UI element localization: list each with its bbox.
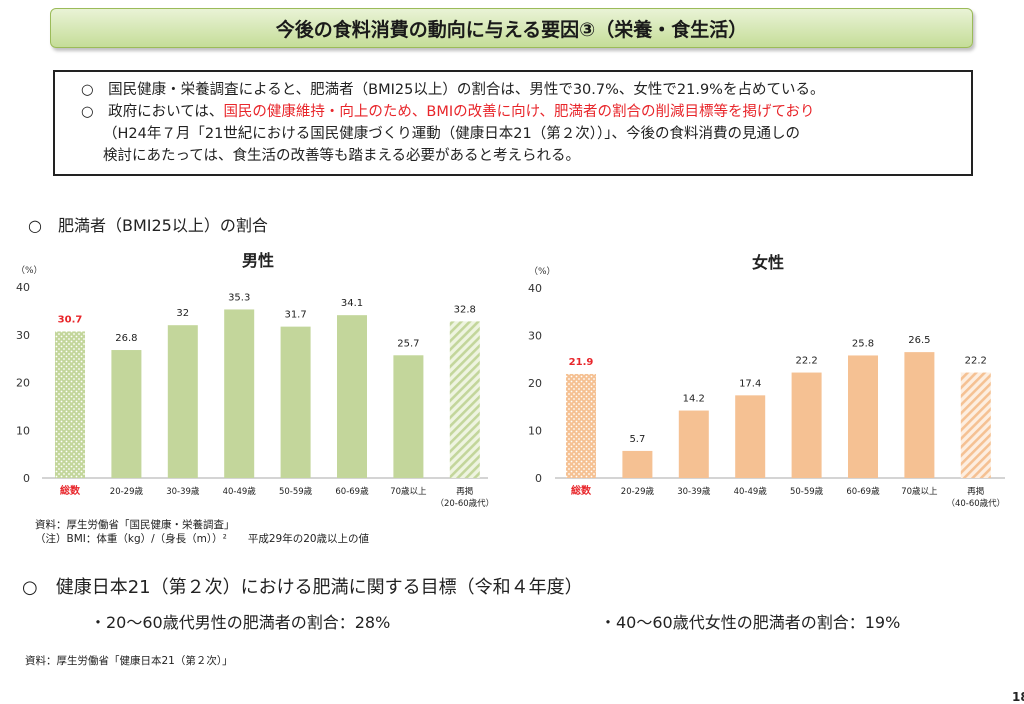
female-data-label-2: 14.2 <box>683 394 705 405</box>
female-y-tick-3: 30 <box>528 330 542 343</box>
female-bar-6 <box>904 352 935 478</box>
male-category-label-7: 再掲 <box>456 486 473 497</box>
male-data-label-2: 32 <box>176 308 189 319</box>
male-data-label-4: 31.7 <box>284 310 306 321</box>
male-category-label-5: 60-69歳 <box>335 486 369 497</box>
male-bar-4 <box>280 326 311 478</box>
male-data-label-0: 30.7 <box>58 314 83 325</box>
female-category-label-1: 20-29歳 <box>621 486 655 497</box>
male-y-tick-1: 10 <box>16 424 30 437</box>
male-category-label-4: 50-59歳 <box>279 486 313 497</box>
female-category-label-4: 50-59歳 <box>790 486 824 497</box>
female-category-sublabel-7: （40-60歳代） <box>946 498 1005 509</box>
goal-female: ・40～60歳代女性の肥満者の割合：19% <box>600 613 901 632</box>
female-category-label-2: 30-39歳 <box>677 486 711 497</box>
female-bar-2 <box>678 410 709 478</box>
female-y-tick-0: 0 <box>535 472 542 485</box>
male-bar-1 <box>111 350 142 478</box>
female-category-label-6: 70歳以上 <box>901 486 938 497</box>
summary-line-2-prefix: ○ 政府においては、 <box>81 104 224 120</box>
male-y-tick-3: 30 <box>16 329 30 342</box>
male-bar-5 <box>337 315 367 478</box>
goal-male: ・20～60歳代男性の肥満者の割合：28% <box>90 613 391 632</box>
female-bar-0 <box>566 373 596 478</box>
female-bar-5 <box>848 355 878 478</box>
female-y-axis-unit: （%） <box>529 266 556 277</box>
female-category-label-3: 40-49歳 <box>734 486 768 497</box>
female-category-label-5: 60-69歳 <box>846 486 880 497</box>
summary-line-2: ○ 政府においては、国民の健康維持・向上のため、BMIの改善に向け、肥満者の割合… <box>81 101 957 123</box>
male-data-label-6: 25.7 <box>397 338 419 349</box>
section-heading-health-goals: ○ 健康日本21（第２次）における肥満に関する目標（令和４年度） <box>22 577 583 598</box>
female-y-tick-1: 10 <box>528 425 542 438</box>
summary-line-3: （H24年７月「21世紀における国民健康づくり運動（健康日本21（第２次））」、… <box>103 126 801 142</box>
female-bar-1 <box>622 450 653 478</box>
male-category-label-6: 70歳以上 <box>390 486 427 497</box>
male-category-label-3: 40-49歳 <box>223 486 257 497</box>
male-category-sublabel-7: （20-60歳代） <box>435 498 494 509</box>
female-data-label-0: 21.9 <box>569 357 594 368</box>
page-number: 18 <box>1012 690 1024 704</box>
summary-line-2-highlight: 国民の健康維持・向上のため、BMIの改善に向け、肥満者の割合の削減目標等を掲げて… <box>223 104 815 120</box>
female-category-label-7: 再掲 <box>967 486 984 497</box>
source-note-survey: 資料：厚生労働省「国民健康・栄養調査」 <box>35 519 235 531</box>
chart-title-female: 女性 <box>752 253 785 272</box>
summary-line-1: ○ 国民健康・栄養調査によると、肥満者（BMI25以上）の割合は、男性で30.7… <box>81 82 825 98</box>
summary-box: ○ 国民健康・栄養調査によると、肥満者（BMI25以上）の割合は、男性で30.7… <box>53 70 973 176</box>
male-data-label-3: 35.3 <box>228 292 250 303</box>
male-y-tick-2: 20 <box>16 377 30 390</box>
female-data-label-7: 22.2 <box>965 356 987 367</box>
page-title: 今後の食料消費の動向に与える要因③（栄養・食生活） <box>50 8 973 48</box>
female-y-tick-2: 20 <box>528 377 542 390</box>
female-data-label-4: 22.2 <box>795 356 817 367</box>
male-y-tick-4: 40 <box>16 281 30 294</box>
male-bar-7 <box>449 321 480 478</box>
female-bar-3 <box>735 395 766 478</box>
section-heading-obesity-ratio: ○ 肥満者（BMI25以上）の割合 <box>28 216 268 235</box>
male-data-label-1: 26.8 <box>115 333 137 344</box>
chart-male: （%） 0 10 20 30 40 30.7 総数 26.8 20-29歳 32 30-39歳 35.3… <box>16 265 494 509</box>
chart-title-male: 男性 <box>242 251 275 270</box>
female-data-label-3: 17.4 <box>739 378 761 389</box>
female-data-label-1: 5.7 <box>629 434 645 445</box>
summary-line-4: 検討にあたっては、食生活の改善等も踏まえる必要があると考えられる。 <box>103 148 581 164</box>
male-bar-2 <box>167 325 198 478</box>
male-bar-0 <box>55 331 85 478</box>
female-category-label-0: 総数 <box>571 484 592 497</box>
bmi-definition-note: （注）BMI：体重（kg）/（身長（m））² 平成29年の20歳以上の値 <box>35 533 370 545</box>
male-category-label-2: 30-39歳 <box>166 486 200 497</box>
male-bar-6 <box>393 355 424 478</box>
male-category-label-0: 総数 <box>60 484 81 497</box>
male-y-axis-unit: （%） <box>16 265 43 276</box>
male-bar-3 <box>224 309 255 478</box>
male-data-label-5: 34.1 <box>341 298 363 309</box>
female-data-label-6: 26.5 <box>908 335 930 346</box>
female-data-label-5: 25.8 <box>852 338 874 349</box>
male-y-tick-0: 0 <box>23 472 30 485</box>
source-note-health-japan-21: 資料：厚生労働省「健康日本21（第２次）」 <box>25 655 233 667</box>
male-data-label-7: 32.8 <box>454 304 476 315</box>
female-y-tick-4: 40 <box>528 282 542 295</box>
chart-female: （%） 0 10 20 30 40 21.9 総数 5.7 20-29歳 14.2 30-39歳 17.… <box>528 266 1005 509</box>
female-bar-7 <box>960 372 991 478</box>
male-category-label-1: 20-29歳 <box>110 486 144 497</box>
female-bar-4 <box>791 372 822 478</box>
